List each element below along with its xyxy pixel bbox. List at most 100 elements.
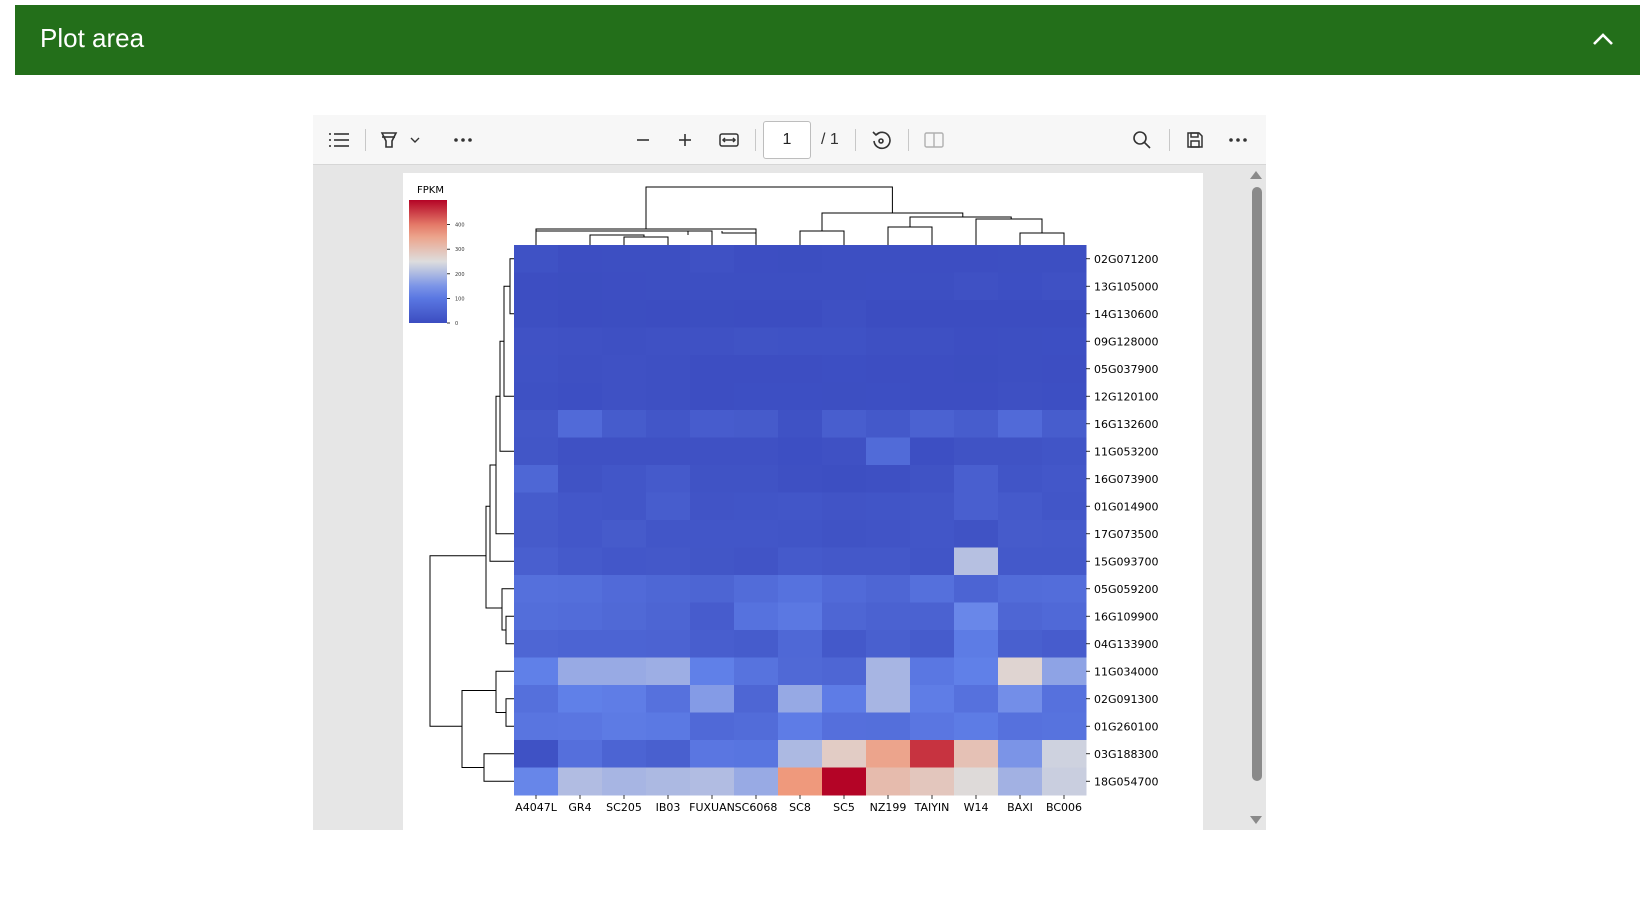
save-icon[interactable]	[1181, 126, 1209, 154]
list-icon[interactable]	[325, 126, 353, 154]
chevron-down-icon[interactable]	[407, 126, 423, 154]
heatmap-cell	[866, 767, 911, 796]
column-label: BAXI	[1007, 801, 1033, 814]
vertical-scrollbar[interactable]	[1246, 165, 1266, 830]
heatmap-cell	[734, 767, 779, 796]
row-label: 14G130600	[1094, 308, 1159, 321]
heatmap-cell	[646, 630, 691, 658]
heatmap-cell	[734, 382, 779, 411]
row-dendrogram-branch	[503, 285, 514, 397]
heatmap-cell	[778, 520, 823, 548]
heatmap-cell	[514, 327, 559, 356]
heatmap-cell	[998, 355, 1043, 383]
colorbar-tick-label: 200	[455, 272, 465, 278]
heatmap-cell	[866, 685, 911, 713]
heatmap-cell	[734, 492, 779, 521]
heatmap-cell	[910, 547, 955, 576]
heatmap-cell	[998, 327, 1043, 356]
heatmap-cell	[602, 767, 647, 796]
heatmap-cell	[778, 630, 823, 658]
row-dendrogram-branch	[483, 753, 514, 782]
heatmap-cell	[602, 492, 647, 521]
heatmap-cell	[1042, 575, 1087, 603]
heatmap-cell	[910, 657, 955, 686]
colorbar-tick-label: 100	[455, 296, 465, 302]
heatmap-cell	[690, 300, 735, 328]
plot-area-header[interactable]: Plot area	[15, 5, 1640, 75]
column-label: W14	[964, 801, 989, 814]
heatmap-cell	[1042, 520, 1087, 548]
heatmap-cell	[822, 327, 867, 356]
heatmap-cell	[822, 492, 867, 521]
fit-width-icon[interactable]	[715, 126, 743, 154]
more-horizontal-icon[interactable]	[1224, 126, 1252, 154]
row-label: 02G071200	[1094, 253, 1159, 266]
heatmap-cell	[602, 465, 647, 493]
heatmap-cell	[822, 355, 867, 383]
row-label: 05G037900	[1094, 363, 1159, 376]
heatmap-cell	[558, 547, 603, 576]
more-horizontal-icon[interactable]	[449, 126, 477, 154]
minus-icon[interactable]	[629, 126, 657, 154]
heatmap-cell	[954, 657, 999, 686]
heatmap-cell	[778, 465, 823, 493]
plus-icon[interactable]	[671, 126, 699, 154]
heatmap-cell	[602, 547, 647, 576]
heatmap-cell	[514, 410, 559, 438]
heatmap-cell	[954, 740, 999, 768]
heatmap-cell	[910, 575, 955, 603]
heatmap-cell	[954, 685, 999, 713]
column-label: A4047L	[515, 801, 558, 814]
heatmap-cell	[734, 685, 779, 713]
heatmap-cell	[690, 355, 735, 383]
heatmap-cell	[514, 492, 559, 521]
heatmap-cell	[778, 685, 823, 713]
scroll-down-arrow[interactable]	[1250, 816, 1262, 824]
heatmap-cell	[602, 685, 647, 713]
page-number-input[interactable]	[763, 121, 811, 159]
column-dendrogram-branch	[687, 230, 713, 245]
search-icon[interactable]	[1128, 126, 1156, 154]
heatmap-cell	[1042, 327, 1087, 356]
highlighter-icon[interactable]	[375, 126, 403, 154]
heatmap-cell	[514, 300, 559, 328]
heatmap-cell	[954, 575, 999, 603]
heatmap-cell	[558, 382, 603, 411]
heatmap-cell	[602, 355, 647, 383]
heatmap-cell	[558, 740, 603, 768]
heatmap-cell	[822, 547, 867, 576]
page-view-icon[interactable]	[920, 126, 948, 154]
heatmap-cell	[822, 245, 867, 273]
heatmap-cell	[734, 272, 779, 301]
row-dendrogram-branch	[509, 258, 514, 315]
heatmap-cell	[602, 410, 647, 438]
scroll-thumb[interactable]	[1252, 187, 1262, 781]
heatmap-cell	[778, 245, 823, 273]
heatmap-cell	[1042, 547, 1087, 576]
pdf-page: 02G071200 13G105000 14G130600 09G128000 05G0…	[403, 173, 1203, 830]
heatmap-cell	[514, 547, 559, 576]
row-label: 18G054700	[1094, 775, 1159, 788]
row-dendrogram-branch	[489, 464, 514, 562]
heatmap-cell	[734, 547, 779, 576]
viewer-toolbar: / 1	[313, 115, 1266, 165]
scroll-up-arrow[interactable]	[1250, 171, 1262, 179]
heatmap-cell	[558, 602, 603, 631]
heatmap-cell	[1042, 300, 1087, 328]
column-dendrogram-branch	[589, 234, 645, 245]
row-dendrogram-branch	[485, 505, 502, 609]
heatmap-cell	[822, 437, 867, 466]
heatmap-cell	[690, 382, 735, 411]
chevron-up-icon[interactable]	[1588, 25, 1618, 55]
heatmap-cell	[866, 245, 911, 273]
heatmap-cell	[514, 272, 559, 301]
heatmap-cell	[822, 300, 867, 328]
heatmap-cell	[558, 327, 603, 356]
row-label: 05G059200	[1094, 583, 1159, 596]
rotate-icon[interactable]	[867, 126, 895, 154]
colorbar-tick-label: 400	[455, 223, 465, 229]
heatmap-cell	[954, 630, 999, 658]
heatmap-cell	[646, 657, 691, 686]
heatmap-cell	[1042, 740, 1087, 768]
row-label: 04G133900	[1094, 638, 1159, 651]
